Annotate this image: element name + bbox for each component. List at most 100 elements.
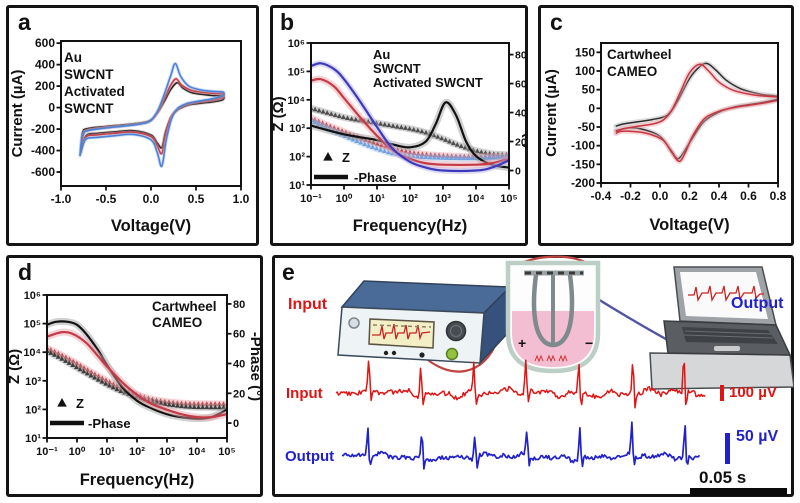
cell-plus-sign: + [518, 335, 526, 351]
svg-text:-0.2: -0.2 [620, 189, 641, 203]
svg-text:10⁰: 10⁰ [336, 193, 353, 205]
svg-text:-600: -600 [31, 165, 55, 179]
output-scale-label: 50 µV [736, 428, 779, 445]
svg-text:0.4: 0.4 [711, 189, 728, 203]
impedance-chart-metals: 10⁻¹ 10⁰ 10¹ 10² 10³ 10⁴ 10⁵ 10¹ 10² 10³ 10⁴ 10⁵ 10⁶… [270, 38, 528, 235]
input-trace [335, 359, 706, 409]
svg-text:80: 80 [233, 299, 245, 311]
svg-text:10⁵: 10⁵ [288, 66, 305, 78]
svg-text:0: 0 [588, 101, 595, 115]
svg-text:40: 40 [515, 108, 527, 120]
panel-d-impedance-electrodes: d 10⁻¹ 10⁰ 10¹ 10² 10³ 10⁴ 10⁵ 10¹ 10² 10³ 10⁴ 10⁵ 1… [6, 255, 263, 497]
svg-text:10⁻¹: 10⁻¹ [300, 193, 322, 205]
cell-tube [505, 260, 601, 374]
svg-text:0.5: 0.5 [188, 192, 205, 206]
svg-text:-Phase (°): -Phase (°) [247, 332, 263, 401]
svg-text:10⁴: 10⁴ [23, 347, 41, 359]
panel-letter-c: c [550, 9, 563, 35]
svg-text:-Phase: -Phase [354, 170, 397, 185]
svg-text:SWCNT: SWCNT [64, 101, 114, 116]
svg-text:0.0: 0.0 [143, 192, 160, 206]
input-scale-label: 100 µV [729, 384, 777, 401]
svg-text:10³: 10³ [435, 193, 451, 205]
svg-text:10⁵: 10⁵ [218, 446, 235, 458]
svg-text:Z (Ω): Z (Ω) [6, 349, 23, 384]
svg-text:10⁵: 10⁵ [24, 319, 41, 331]
svg-text:0: 0 [233, 418, 239, 430]
cell-liquid [512, 311, 594, 367]
svg-text:20: 20 [233, 388, 245, 400]
svg-text:-400: -400 [31, 144, 55, 158]
svg-text:10¹: 10¹ [289, 180, 305, 192]
generator-display-ruler [372, 324, 432, 328]
svg-text:0: 0 [48, 101, 55, 115]
svg-text:Current (µA): Current (µA) [9, 70, 26, 158]
svg-text:10³: 10³ [25, 376, 41, 388]
panel-b-impedance-metals: b 10⁻¹ 10⁰ 10¹ 10² 10³ 10⁴ 10⁵ 10¹ 10² 10³ 10⁴ 10⁵ 1… [270, 5, 528, 246]
generator-dot-button[interactable] [383, 350, 389, 356]
svg-text:Activated: Activated [64, 84, 125, 99]
svg-text:SWCNT: SWCNT [64, 67, 114, 82]
laptop-deck [663, 320, 792, 356]
panel-e-signal-schematic: e [272, 255, 794, 497]
svg-text:150: 150 [575, 45, 595, 59]
input-trace-label: Input [286, 385, 323, 402]
svg-text:10²: 10² [25, 404, 41, 416]
svg-text:Voltage(V): Voltage(V) [649, 216, 729, 234]
svg-text:10²: 10² [402, 193, 418, 205]
svg-text:-150: -150 [571, 157, 595, 171]
svg-text:0.8: 0.8 [770, 189, 787, 203]
svg-text:Z: Z [342, 150, 350, 165]
svg-text:10²: 10² [289, 152, 305, 164]
svg-text:10²: 10² [129, 446, 145, 458]
generator-power-button[interactable] [445, 347, 459, 361]
svg-text:80: 80 [515, 50, 527, 62]
input-schematic-label: Input [288, 296, 328, 313]
generator-knob-ring [449, 324, 463, 338]
svg-text:60: 60 [233, 329, 245, 341]
impedance-chart-electrodes: 10⁻¹ 10⁰ 10¹ 10² 10³ 10⁴ 10⁵ 10¹ 10² 10³ 10⁴ 10⁵ 10⁶… [6, 290, 263, 489]
svg-text:Voltage(V): Voltage(V) [111, 217, 191, 235]
svg-text:-Phase (°): -Phase (°) [521, 79, 528, 148]
electrochemical-cell: + − [505, 260, 601, 374]
svg-text:20: 20 [515, 137, 527, 149]
laptop-keyboard[interactable] [682, 327, 778, 344]
svg-text:Z (Ω): Z (Ω) [270, 96, 287, 131]
svg-text:10⁰: 10⁰ [69, 446, 86, 458]
svg-text:600: 600 [35, 36, 55, 50]
generator-dot-button[interactable] [391, 350, 397, 356]
output-voltage-scalebar [725, 433, 730, 464]
svg-text:0.6: 0.6 [740, 189, 757, 203]
svg-text:Au: Au [64, 50, 82, 65]
cv-chart-metals: -1.0 -0.5 0.0 0.5 1.0 600 400 200 0 -200 -400 -600 V… [9, 36, 250, 235]
svg-text:-0.5: -0.5 [96, 192, 117, 206]
svg-text:10⁻¹: 10⁻¹ [36, 446, 58, 458]
laptop-trackpad[interactable] [714, 346, 740, 351]
svg-text:Activated SWCNT: Activated SWCNT [373, 75, 483, 90]
svg-text:100: 100 [575, 64, 595, 78]
svg-text:10³: 10³ [289, 123, 305, 135]
svg-text:1.0: 1.0 [233, 192, 250, 206]
svg-text:-1.0: -1.0 [51, 192, 72, 206]
svg-text:0.2: 0.2 [681, 189, 698, 203]
svg-text:Cartwheel: Cartwheel [152, 299, 217, 314]
generator-side [479, 285, 511, 366]
svg-text:10¹: 10¹ [25, 433, 41, 445]
generator-knob-icon[interactable] [445, 320, 467, 342]
generator-lamp-icon [348, 317, 360, 329]
input-voltage-scalebar [720, 385, 724, 401]
cell-minus-sign: − [585, 335, 593, 351]
svg-text:-100: -100 [571, 139, 595, 153]
keyboard-row [683, 334, 774, 339]
svg-text:Cartwheel: Cartwheel [607, 47, 672, 62]
svg-text:Frequency(Hz): Frequency(Hz) [353, 217, 468, 235]
svg-text:Au: Au [373, 47, 390, 62]
svg-text:0.0: 0.0 [652, 189, 669, 203]
svg-text:50: 50 [582, 83, 596, 97]
panel-letter-a: a [18, 9, 31, 35]
output-trace [341, 421, 701, 470]
svg-text:10⁵: 10⁵ [500, 193, 517, 205]
svg-text:10¹: 10¹ [369, 193, 385, 205]
svg-text:Current (µA): Current (µA) [543, 69, 560, 157]
time-scalebar [690, 488, 787, 496]
